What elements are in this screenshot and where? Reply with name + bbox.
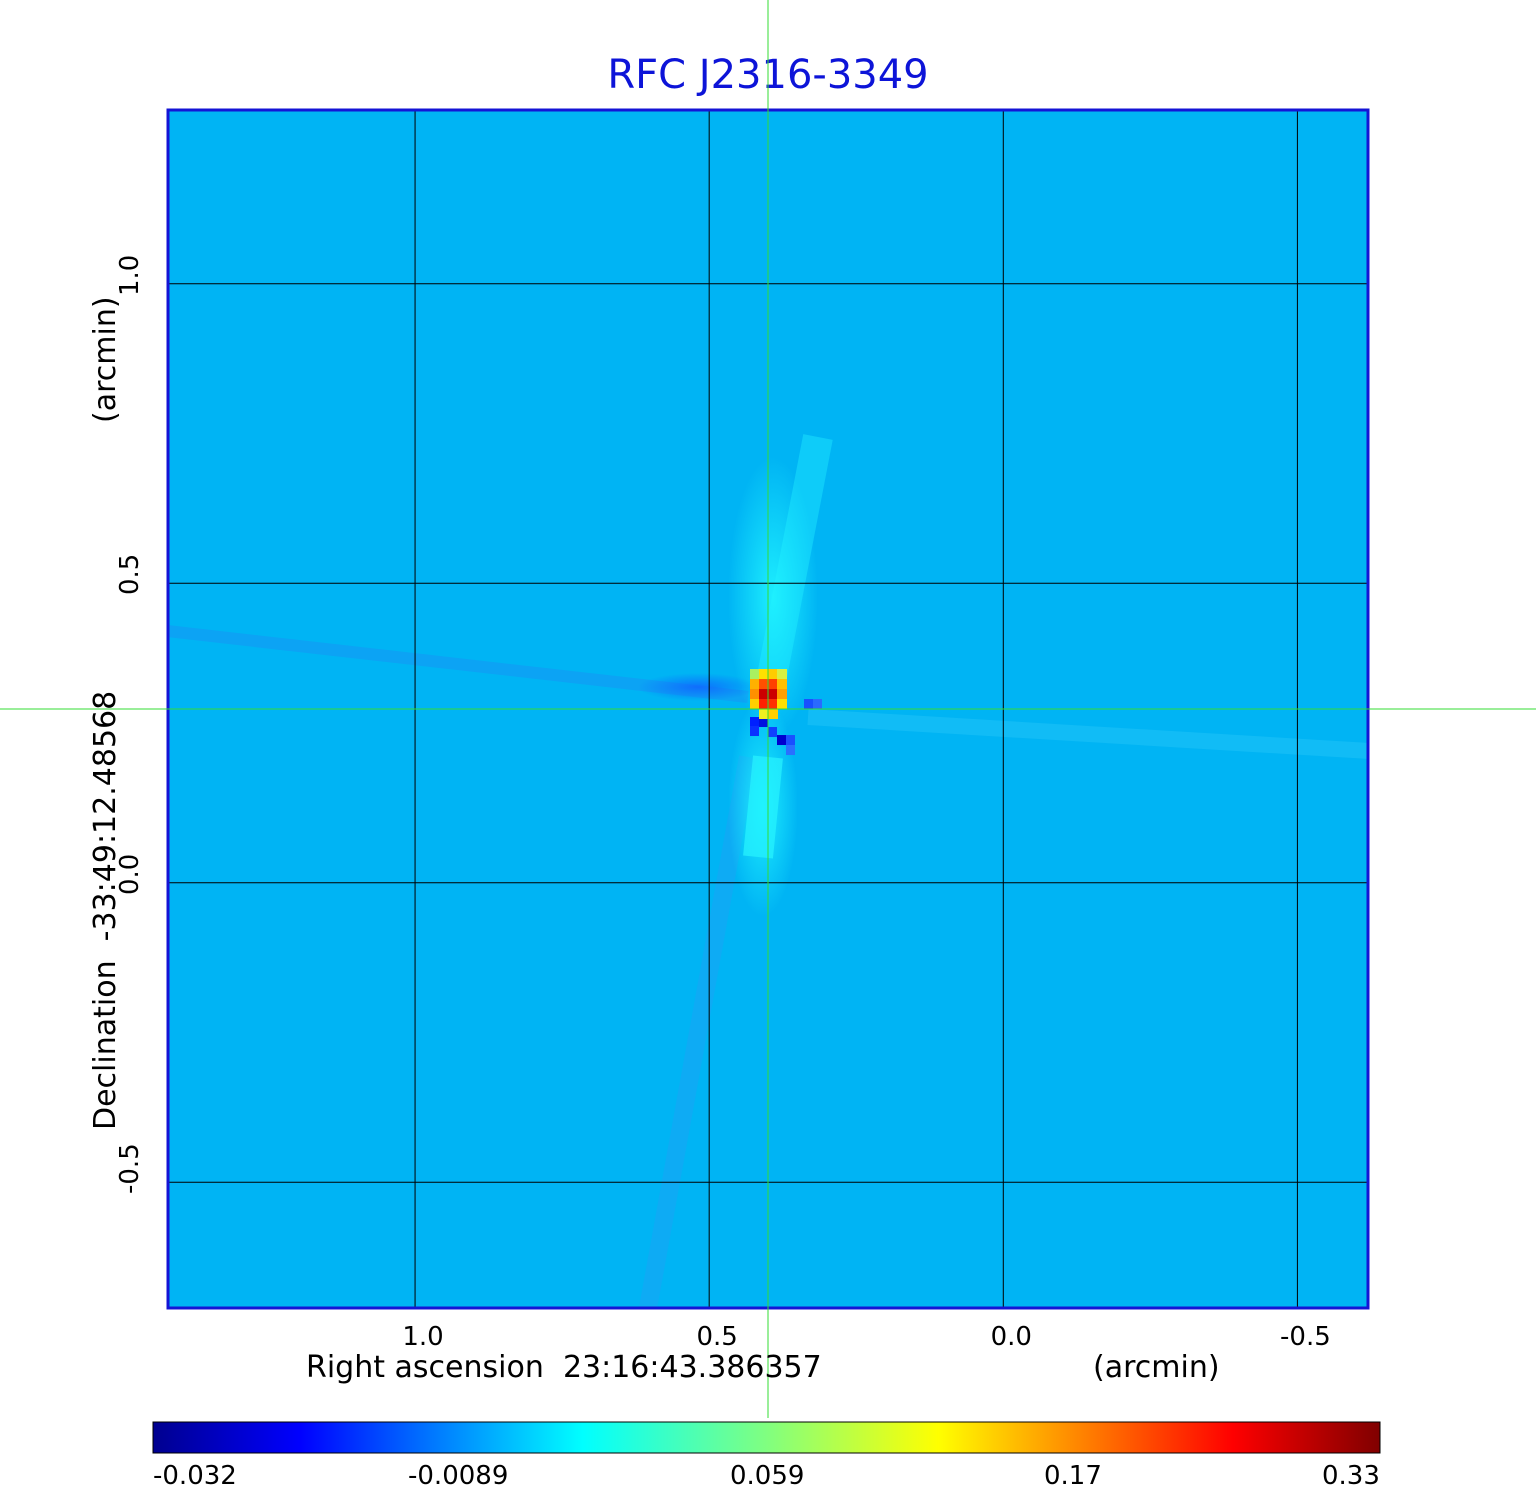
sidelobe-streak [807, 709, 1368, 759]
core-pixel [759, 709, 769, 720]
colorbar-tick-label: -0.0089 [408, 1461, 509, 1491]
core-pixel [768, 709, 778, 720]
x-tick-label: 0.0 [990, 1322, 1032, 1352]
y-tick-label: -0.5 [115, 1143, 145, 1195]
core-pixel [759, 679, 769, 690]
x-axis-unit: (arcmin) [1093, 1350, 1220, 1385]
core-pixel [759, 689, 769, 700]
core-pixel [777, 689, 787, 700]
core-pixel [768, 669, 778, 680]
core-pixel [750, 669, 760, 680]
glow [728, 457, 818, 738]
core-pixel [777, 679, 787, 690]
core-pixel [759, 669, 769, 680]
colorbar-tick-label: 0.17 [1044, 1461, 1102, 1491]
y-axis-center: -33:49:12.48568 [88, 690, 123, 942]
colorbar-tick-label: 0.33 [1322, 1461, 1380, 1491]
colorbar-tick-label: -0.032 [153, 1461, 237, 1491]
y-axis-unit: (arcmin) [88, 296, 123, 423]
negative-lobe-cell [813, 699, 822, 710]
core-pixel [750, 699, 760, 710]
y-tick-label: 0.5 [115, 553, 145, 596]
glow [638, 673, 758, 702]
x-tick-label: 0.5 [696, 1322, 738, 1352]
core-pixel [750, 689, 760, 700]
colorbar [152, 1421, 1381, 1454]
crosshair [0, 0, 1536, 1418]
negative-lobe-cell [804, 699, 813, 710]
core-pixel [777, 669, 787, 680]
colorbar-tick-label: 0.059 [730, 1461, 805, 1491]
x-axis-center: 23:16:43.386357 [562, 1350, 822, 1385]
negative-lobe-cell [750, 717, 759, 728]
glow [728, 697, 798, 918]
x-axis-label: Right ascension 23:16:43.386357 [306, 1350, 822, 1385]
core-pixel [768, 679, 778, 690]
negative-lobe-cell [777, 735, 786, 746]
core-pixel [768, 689, 778, 700]
core-pixel [750, 679, 760, 690]
core-pixel [759, 699, 769, 710]
heatmap-features [168, 434, 1368, 1308]
negative-lobe-cell [786, 735, 795, 746]
y-axis-label: Declination -33:49:12.48568 [88, 690, 123, 1130]
negative-lobe-cell [786, 745, 795, 756]
negative-lobe-cell [750, 726, 759, 737]
negative-lobe-cell [759, 717, 768, 728]
y-tick-label: 1.0 [115, 254, 145, 296]
negative-lobe-cell [768, 727, 777, 738]
core-pixel [777, 699, 787, 710]
x-tick-label: 1.0 [402, 1322, 444, 1352]
x-tick-label: -0.5 [1280, 1322, 1331, 1352]
core-pixel [768, 699, 778, 710]
